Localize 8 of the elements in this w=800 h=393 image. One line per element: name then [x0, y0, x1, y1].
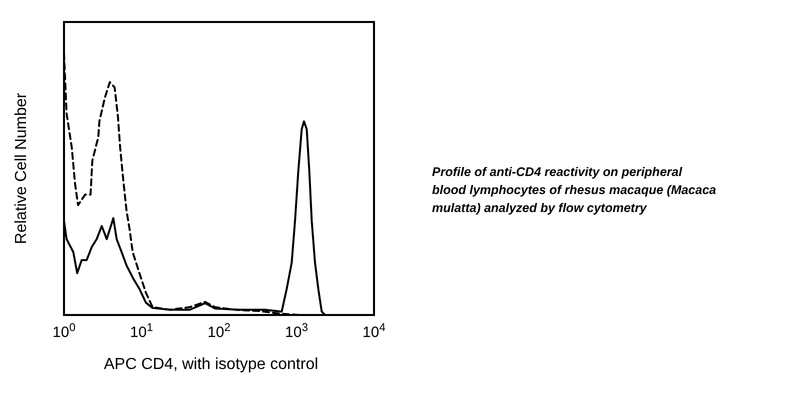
x-tick-label: 10$^{2}$: [208, 322, 230, 341]
y-axis-title: Relative Cell Number: [13, 92, 30, 244]
text: Profile of anti-CD4 reactivity on peripheral blood lymphocytes of rhesus macaque (Macaca mulatta) analyzed by flow cytometry: [432, 165, 716, 215]
x-tick-label: 10$^{0}$: [52, 322, 76, 341]
x-tick-label: 10$^{4}$: [362, 322, 386, 341]
x-axis-title: APC CD4, with isotype control: [104, 356, 318, 373]
x-tick-label: 10$^{1}$: [130, 322, 153, 341]
x-tick-label: 10$^{3}$: [285, 322, 308, 341]
